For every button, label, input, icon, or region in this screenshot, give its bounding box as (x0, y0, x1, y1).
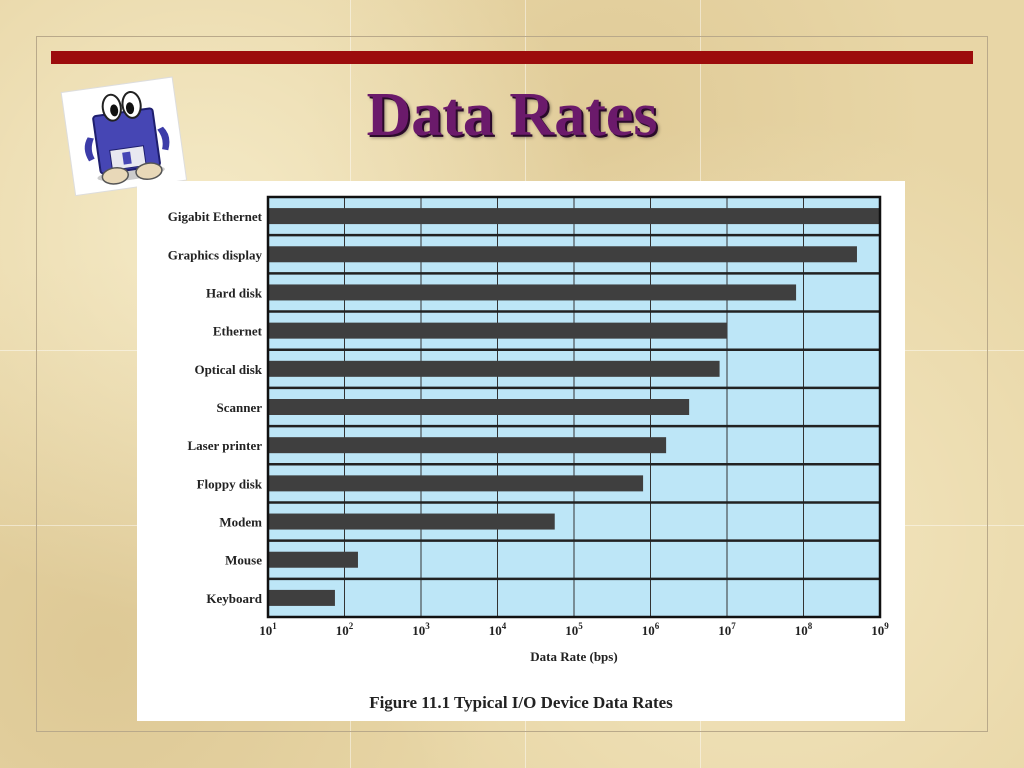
data-bar (268, 246, 857, 263)
tick-label: 105 (565, 621, 583, 638)
slide-title: Data Rates (366, 81, 658, 149)
slide-frame (36, 36, 988, 732)
data-bar (268, 399, 690, 415)
category-label: Ethernet (213, 324, 263, 339)
category-label: Scanner (217, 400, 263, 415)
category-label: Keyboard (206, 591, 262, 606)
tick-label: 102 (336, 621, 354, 638)
x-axis-label: Data Rate (bps) (530, 649, 617, 664)
data-bar (268, 589, 335, 606)
category-label: Optical disk (194, 362, 262, 377)
category-label: Modem (219, 515, 262, 530)
category-label: Floppy disk (197, 476, 263, 491)
data-bar (268, 475, 644, 492)
tick-label: 109 (871, 621, 889, 638)
data-bar (268, 322, 727, 339)
floppy-disk-mascot-icon (59, 74, 193, 200)
tick-label: 103 (412, 621, 430, 638)
category-label: Gigabit Ethernet (168, 209, 263, 224)
plot-border (266, 195, 882, 619)
data-bar (268, 551, 358, 568)
category-label: Graphics display (168, 247, 263, 262)
category-label: Mouse (225, 553, 262, 568)
data-bar (268, 208, 880, 225)
tick-label: 101 (259, 621, 277, 638)
data-rate-chart: Gigabit Ethernet Graphics display Hard dis… (168, 195, 889, 664)
data-bar (268, 437, 667, 454)
accent-bar (51, 51, 973, 64)
tick-label: 107 (718, 621, 736, 638)
category-label: Hard disk (206, 285, 263, 300)
tick-label: 106 (642, 621, 660, 638)
tick-label: 108 (795, 621, 813, 638)
figure-card: Gigabit Ethernet Graphics display Hard dis… (137, 181, 905, 721)
data-bar (268, 360, 720, 377)
data-bar (268, 513, 555, 530)
tick-label: 104 (489, 621, 507, 638)
figure-caption: Figure 11.1 Typical I/O Device Data Rate… (369, 693, 673, 712)
category-label: Laser printer (188, 438, 263, 453)
data-bar (268, 284, 797, 301)
